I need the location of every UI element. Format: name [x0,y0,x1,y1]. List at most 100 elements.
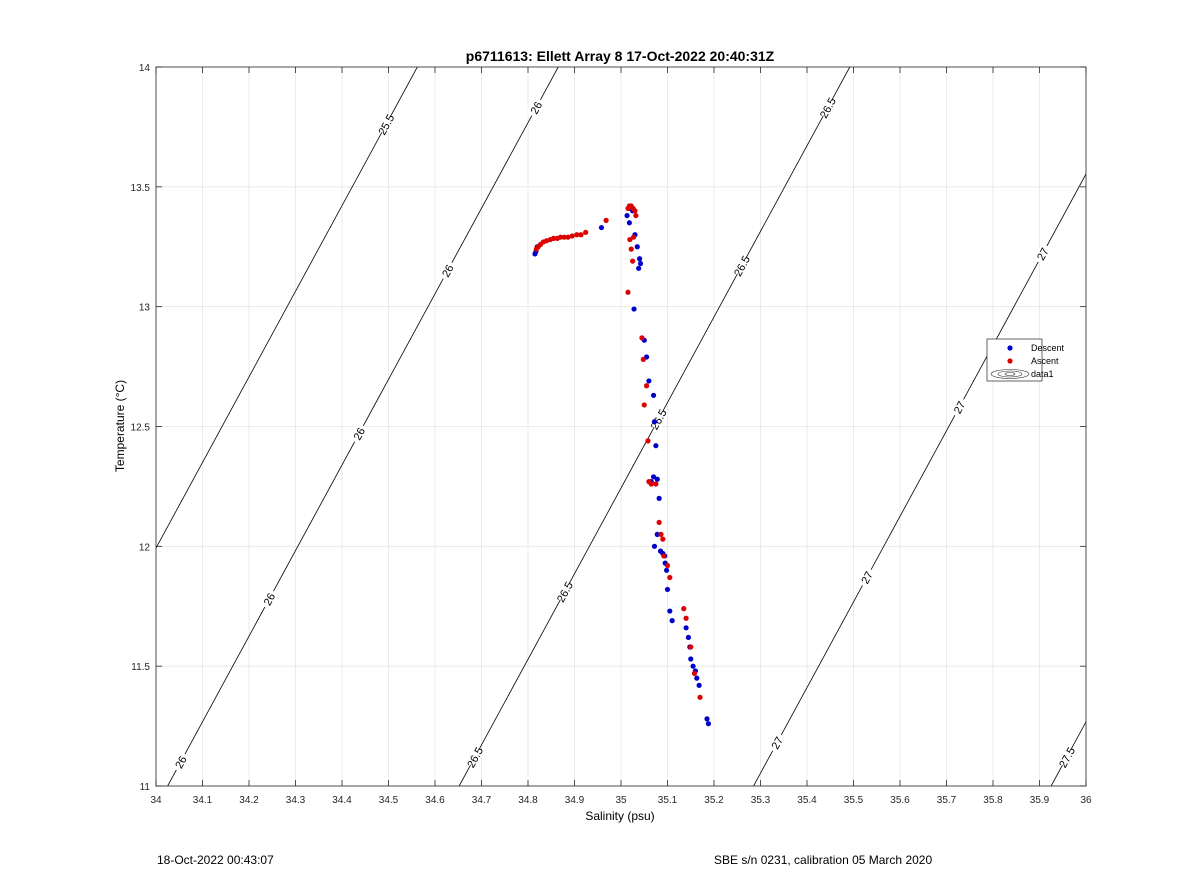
x-tick-label: 34.3 [286,795,306,806]
x-tick-label: 34.6 [425,795,445,806]
x-tick-label: 34.9 [565,795,585,806]
descent-point [696,682,702,688]
x-tick-label: 34.2 [239,795,259,806]
descent-point [637,256,643,262]
descent-point [683,625,689,631]
isopycnal-label-bg [376,113,396,136]
y-axis-label: Temperature (°C) [113,380,127,472]
ascent-point [565,234,571,240]
descent-point [650,474,657,480]
isopycnal-label: 26 [262,591,278,607]
ascent-point [630,258,636,264]
legend-descent-label: Descent [1031,343,1065,353]
ascent-point [640,356,646,362]
isopycnal-label-bg [767,732,787,754]
ascent-point [633,212,639,219]
ascent-point [632,208,638,214]
isopycnal-label: 26.5 [818,96,839,121]
footer-timestamp: 18-Oct-2022 00:43:07 [157,853,274,867]
descent-point [654,531,660,537]
isopycnal-label: 26.5 [649,408,670,433]
descent-point [646,378,652,384]
isopycnal-label-bg [1057,746,1077,769]
legend-descent-marker [1007,345,1013,351]
x-tick-label: 35.2 [704,795,724,806]
footer-calibration: SBE s/n 0231, calibration 05 March 2020 [714,853,933,867]
descent-point [656,495,662,501]
isopycnal-label: 27.5 [1057,745,1078,770]
descent-point [651,419,658,425]
grid-lines [155,66,1087,787]
descent-point [688,656,694,662]
isopycnal-label-bg [818,96,838,119]
axis-ticks: 34 34.1 34.2 34.3 34.4 34.5 34.6 34.7 34.8 34.9 35… [131,63,1092,806]
descent-point [631,306,637,312]
y-tick-label: 11 [140,782,151,793]
legend-data1-label: data1 [1031,369,1054,379]
descent-point [637,260,644,267]
isopycnal-contours: 25.5 26 26 26 26 26 26.5 26.5 26.5 26.5 26.5 27 27 27… [156,67,1086,786]
legend-ascent-marker [1007,358,1013,364]
isopycnal-label-bg [437,259,458,282]
ascent-point [661,553,667,559]
x-tick-label: 34.7 [472,795,492,806]
isopycnal-label: 25.5 [377,113,398,138]
x-tick-label: 35.4 [797,795,817,806]
x-tick-label: 34.5 [379,795,399,806]
data-points [532,203,712,727]
descent-point [651,543,658,549]
chart-title: p6711613: Ellett Array 8 17-Oct-2022 20:… [466,48,775,64]
x-tick-label: 35.9 [1030,795,1050,806]
x-axis-label: Salinity (psu) [585,809,654,823]
descent-point [663,567,670,573]
ascent-point [630,234,637,240]
isopycnal-label: 26 [440,263,456,279]
ascent-point [639,335,645,341]
descent-point [704,716,710,722]
y-tick-label: 13 [139,303,151,314]
isopycnal-label: 26 [352,426,368,442]
descent-point [667,608,673,614]
x-tick-label: 35 [615,795,627,806]
isopycnal-label-bg [1033,243,1053,265]
legend-ascent-label: Ascent [1031,356,1059,366]
ascent-point [664,562,671,569]
x-tick-label: 35.3 [751,795,771,806]
ascent-point [578,232,584,238]
ascent-point [569,233,575,239]
y-tick-label: 11.5 [131,662,150,673]
isopycnal-label-bg [555,581,575,603]
ascent-point [691,670,698,676]
isopycnal-label: 26 [173,754,189,770]
descent-point [636,265,642,271]
descent-point [669,618,675,624]
x-tick-label: 34.4 [332,795,352,806]
x-tick-label: 35.8 [983,795,1003,806]
isopycnal-label-bg [949,396,969,419]
ascent-point [648,481,654,487]
isopycnal-label: 27 [952,400,968,416]
y-tick-label: 14 [139,63,151,74]
descent-point [654,476,660,482]
ascent-point [653,481,659,487]
ascent-point [627,236,633,243]
descent-point [634,244,640,250]
isopycnal-label-bg [171,751,191,773]
isopycnal-label: 26.5 [732,254,753,279]
ascent-point [645,438,651,444]
ascent-point [656,519,662,525]
ascent-point [681,606,687,612]
ascent-point [660,536,666,542]
x-tick-label: 36 [1080,795,1092,806]
isopycnal-label-bg [648,408,668,431]
ascent-point [641,402,647,408]
x-tick-label: 35.6 [890,795,910,806]
isopycnal-label-bg [732,255,752,277]
isopycnal-line [753,173,1086,786]
legend: Descent Ascent data1 [986,338,1065,382]
descent-point [653,443,659,449]
ascent-point [697,694,703,700]
ascent-point [574,232,580,238]
ascent-point [688,644,694,650]
